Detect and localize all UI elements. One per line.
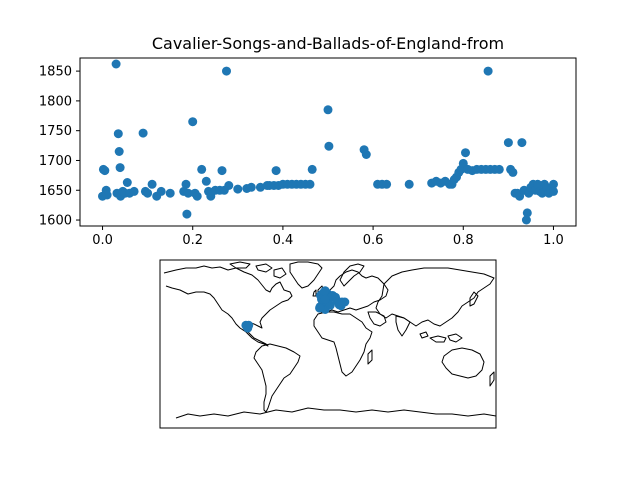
x-tick-label: 0.4 — [273, 233, 294, 248]
y-tick-label: 1850 — [39, 65, 72, 80]
scatter-point — [494, 164, 504, 174]
scatter-point — [382, 179, 392, 189]
scatter-chart: Cavalier-Songs-and-Ballads-of-England-fr… — [39, 34, 577, 248]
x-axis-ticks: 0.0 0.2 0.4 0.6 0.8 1.0 — [92, 226, 564, 248]
africa-coastline — [313, 311, 373, 377]
scatter-point — [114, 147, 124, 156]
scatter-point — [129, 186, 139, 196]
scatter-point — [122, 178, 132, 187]
scatter-point — [307, 164, 317, 174]
madagascar-coastline — [367, 349, 373, 365]
scatter-point — [192, 191, 202, 201]
map-point — [319, 287, 329, 297]
map-point — [340, 297, 350, 307]
scatter-point — [461, 148, 470, 158]
new-zealand-coastline — [489, 371, 495, 387]
scatter-point — [222, 66, 231, 76]
y-tick-label: 1700 — [39, 154, 72, 169]
map-point — [315, 303, 325, 313]
scatter-point — [305, 179, 315, 189]
scatter-point — [102, 190, 112, 200]
scatter-point — [224, 181, 234, 190]
scatter-point — [533, 179, 543, 189]
scatter-point — [361, 150, 371, 159]
x-tick-label: 0.6 — [363, 233, 384, 248]
map-frame — [159, 259, 497, 429]
scatter-point — [323, 105, 333, 115]
japan-coastline — [469, 291, 479, 307]
scatter-point — [113, 129, 123, 139]
world-map — [159, 259, 497, 429]
asia-coastline — [375, 267, 495, 327]
scatter-point — [549, 186, 558, 196]
scatter-point — [165, 188, 175, 198]
x-tick-label: 1.0 — [543, 233, 564, 248]
scatter-point — [183, 188, 193, 198]
antarctica-coastline — [175, 407, 496, 419]
arctic-islands-coastline — [229, 261, 287, 279]
y-tick-label: 1800 — [39, 94, 72, 109]
plot-frame — [79, 57, 577, 227]
scatter-point — [138, 128, 148, 138]
scatter-point — [549, 179, 558, 189]
scatter-point — [181, 179, 191, 189]
x-tick-label: 0.8 — [453, 233, 474, 248]
australia-coastline — [441, 347, 485, 379]
scatter-point — [246, 182, 256, 192]
scatter-point — [143, 188, 153, 198]
scatter-point — [483, 66, 493, 76]
y-axis-ticks: 1600 1650 1700 1750 1800 1850 — [39, 65, 80, 229]
arabia-coastline — [367, 311, 387, 327]
y-tick-label: 1650 — [39, 184, 72, 199]
india-coastline — [395, 315, 411, 337]
scatter-point — [111, 59, 121, 69]
scatter-points — [98, 59, 558, 225]
scatter-point — [233, 184, 243, 194]
south-america-coastline — [253, 343, 301, 413]
x-tick-label: 0.2 — [182, 233, 203, 248]
x-tick-label: 0.0 — [92, 233, 113, 248]
scatter-point — [188, 117, 198, 127]
scatter-point — [521, 215, 531, 225]
scatter-point — [182, 209, 192, 219]
y-tick-label: 1600 — [39, 214, 72, 229]
map-point — [243, 323, 253, 333]
scatter-point — [522, 208, 532, 218]
scatter-point — [517, 138, 527, 148]
scatter-point — [156, 186, 166, 196]
scatter-point — [197, 164, 207, 174]
indonesia-coastline — [419, 331, 463, 343]
scatter-point — [100, 166, 110, 176]
scatter-point — [508, 167, 518, 177]
map-point — [325, 300, 335, 310]
chart-title: Cavalier-Songs-and-Ballads-of-England-fr… — [152, 34, 504, 53]
map-points — [241, 286, 350, 333]
north-america-coastline — [163, 265, 293, 347]
scatter-point — [147, 179, 157, 189]
greenland-coastline — [289, 261, 323, 289]
scatter-point — [503, 138, 513, 148]
scatter-point — [217, 166, 227, 176]
scatter-point — [115, 163, 125, 173]
scatter-point — [324, 141, 334, 151]
y-tick-label: 1750 — [39, 124, 72, 139]
scatter-point — [201, 176, 211, 186]
scatter-point — [271, 166, 281, 176]
map-point — [320, 294, 330, 304]
scandinavia-coastline — [339, 263, 365, 287]
scatter-point — [404, 179, 414, 189]
